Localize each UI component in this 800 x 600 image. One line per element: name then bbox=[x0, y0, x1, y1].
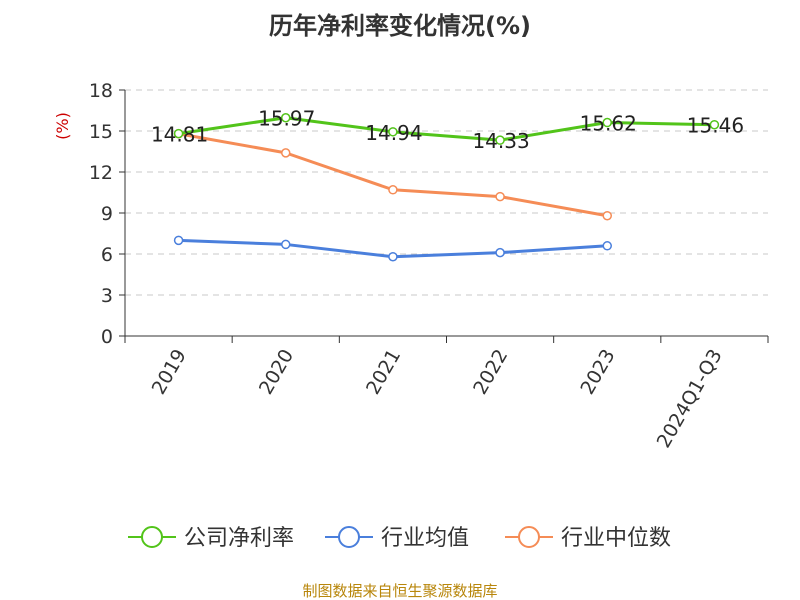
legend-label: 行业均值 bbox=[381, 526, 469, 551]
x-tick-label: 2023 bbox=[576, 346, 619, 399]
x-tick-label: 2019 bbox=[148, 346, 191, 399]
y-tick-label: 18 bbox=[89, 80, 113, 102]
legend: 公司净利率 行业均值 行业中位数 bbox=[128, 526, 671, 551]
data-label: 14.81 bbox=[151, 123, 208, 147]
data-label: 14.94 bbox=[365, 121, 422, 145]
legend-label: 行业中位数 bbox=[561, 526, 671, 551]
y-tick-label: 9 bbox=[101, 203, 113, 225]
chart-title: 历年净利率变化情况(%) bbox=[269, 12, 531, 40]
data-point bbox=[388, 127, 398, 137]
y-tick-label: 12 bbox=[89, 162, 113, 184]
y-tick-label: 6 bbox=[101, 244, 113, 266]
x-tick-label: 2020 bbox=[255, 346, 298, 399]
data-point bbox=[602, 241, 612, 251]
data-point bbox=[495, 191, 505, 202]
legend-marker bbox=[338, 526, 360, 548]
data-point bbox=[388, 185, 398, 195]
y-tick-label: 15 bbox=[89, 121, 113, 143]
y-tick-label: 3 bbox=[101, 285, 113, 307]
x-tick-label: 2021 bbox=[362, 346, 405, 399]
data-point bbox=[709, 119, 720, 130]
data-label: 15.46 bbox=[687, 114, 744, 138]
x-tick-label: 2022 bbox=[469, 346, 512, 399]
data-label: 15.62 bbox=[580, 112, 637, 136]
legend-marker bbox=[518, 526, 540, 548]
data-point bbox=[173, 235, 184, 246]
series-line bbox=[178, 116, 715, 142]
data-label: 14.33 bbox=[472, 129, 529, 153]
data-point bbox=[388, 251, 398, 262]
data-label: 15.97 bbox=[258, 107, 315, 131]
x-tick-label: 2024Q1-Q3 bbox=[653, 346, 727, 452]
legend-marker bbox=[141, 526, 163, 548]
data-point bbox=[173, 128, 184, 139]
data-point bbox=[495, 135, 505, 145]
data-point bbox=[281, 148, 291, 158]
data-label-layer: 14.81 15.97 14.94 14.33 15.62 15.46 bbox=[151, 107, 744, 153]
legend-label: 公司净利率 bbox=[184, 526, 294, 551]
y-tick-label: 0 bbox=[101, 326, 113, 348]
series-line bbox=[178, 132, 608, 218]
series-layer bbox=[173, 112, 720, 262]
data-point bbox=[281, 112, 291, 123]
data-point bbox=[602, 210, 612, 221]
data-point bbox=[602, 117, 612, 128]
data-point bbox=[495, 247, 505, 258]
source-note: 制图数据来自恒生聚源数据库 bbox=[302, 582, 497, 600]
y-axis-label: (%) bbox=[53, 112, 72, 140]
data-point bbox=[281, 239, 291, 250]
